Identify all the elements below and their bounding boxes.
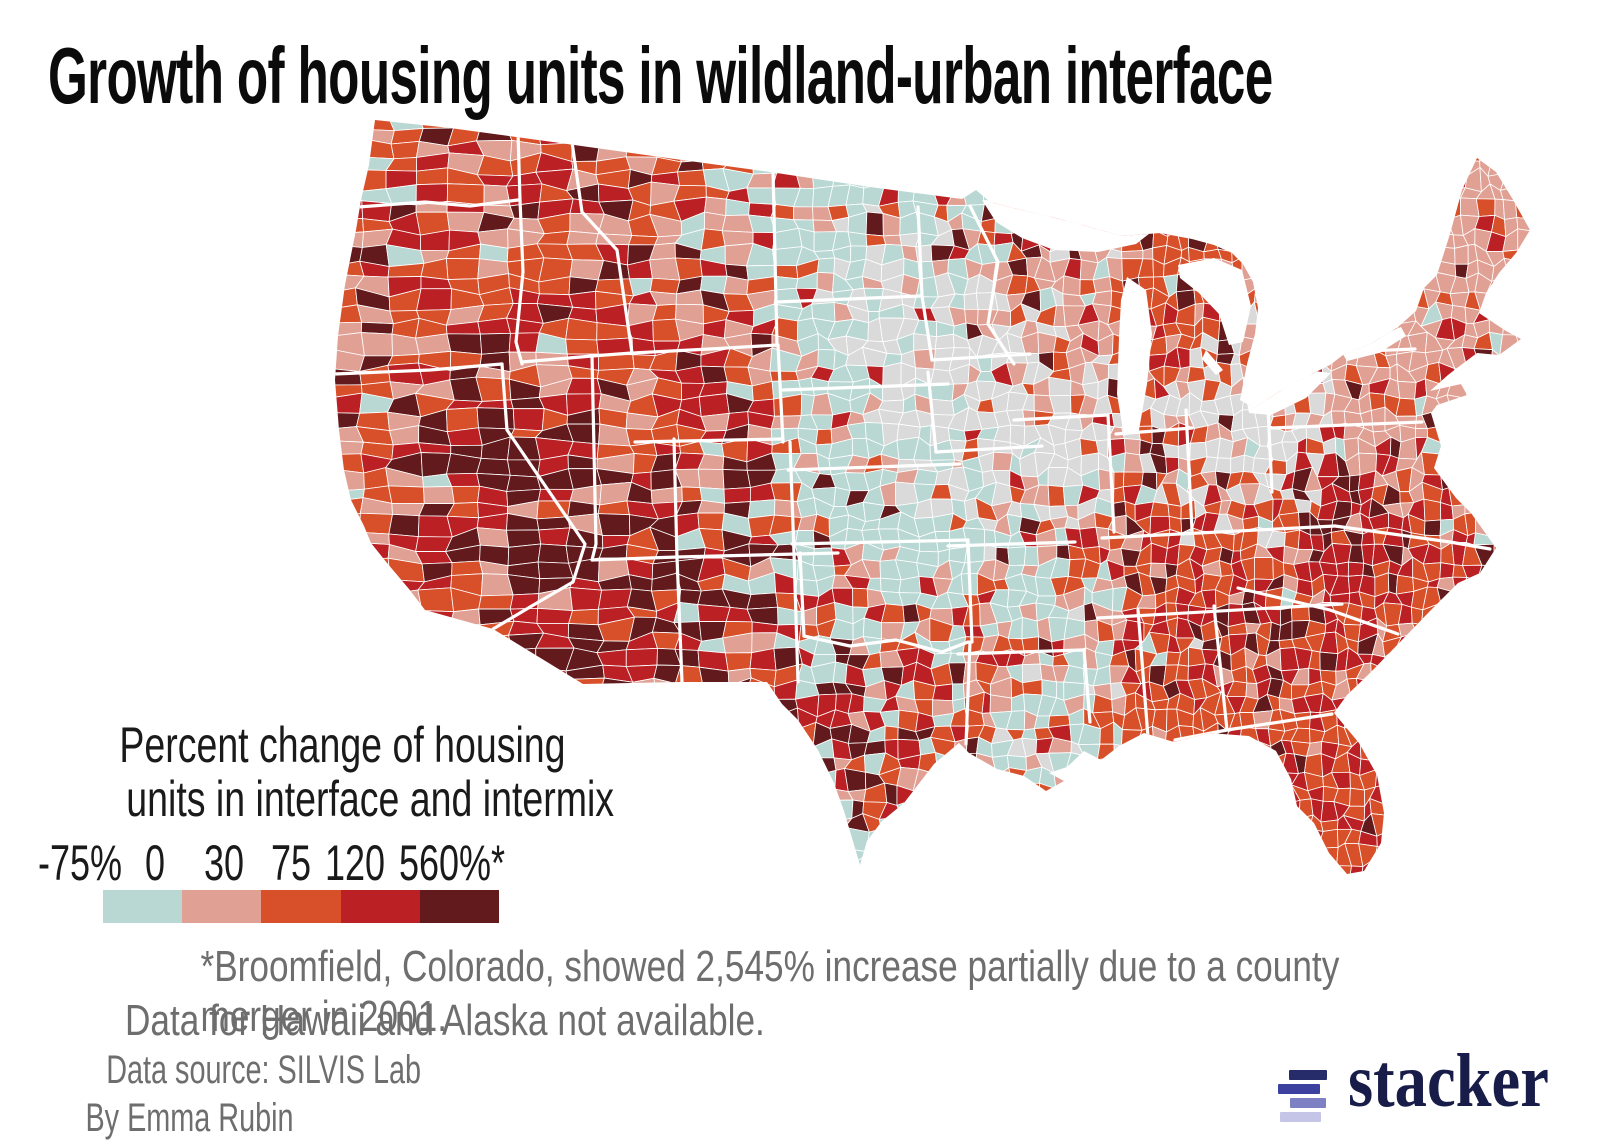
legend-color-scale <box>103 890 500 923</box>
legend-swatch-maroon <box>419 890 500 923</box>
legend-swatch-salmon <box>182 890 262 923</box>
page-title: Growth of housing units in wildland-urba… <box>48 31 1273 120</box>
stacker-logo-icon <box>1256 1068 1328 1128</box>
legend-tick-min: -75% <box>37 835 123 891</box>
byline: By Emma Rubin <box>85 1096 294 1140</box>
data-source: Data source: SILVIS Lab <box>106 1048 422 1092</box>
us-county-choropleth-map <box>330 112 1530 912</box>
legend-tick-30: 30 <box>203 835 245 891</box>
state-borders <box>335 130 1492 746</box>
great-lakes <box>982 200 1406 436</box>
legend-swatch-red <box>340 890 420 923</box>
legend-tick-0: 0 <box>144 835 166 891</box>
choropleth-svg <box>335 120 1530 874</box>
legend-tick-120: 120 <box>324 835 386 891</box>
legend-tick-max: 560%* <box>398 835 506 891</box>
legend-title-line2: units in interface and intermix <box>126 771 615 827</box>
legend-swatch-blue <box>103 890 183 923</box>
legend-title-line1: Percent change of housing <box>119 717 566 773</box>
legend-swatch-orange <box>261 890 341 923</box>
footnote-coverage: Data for Hawaii and Alaska not available… <box>124 996 765 1045</box>
stacker-logo-text: stacker <box>1348 1039 1549 1123</box>
footnote-outlier: *Broomfield, Colorado, showed 2,545% inc… <box>200 942 1340 1041</box>
legend-tick-75: 75 <box>270 835 312 891</box>
